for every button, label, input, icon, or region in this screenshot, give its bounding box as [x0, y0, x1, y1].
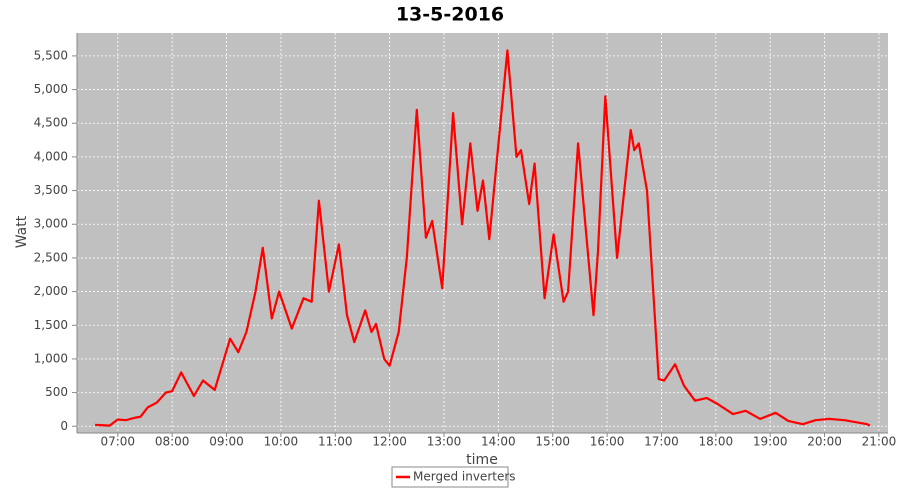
- legend-box: [391, 466, 509, 488]
- x-tick-label: 07:00: [100, 435, 135, 449]
- x-tick-label: 10:00: [264, 435, 299, 449]
- x-tick-label: 18:00: [699, 435, 734, 449]
- y-tick-label: 5,000: [34, 82, 68, 96]
- y-tick-label: 2,000: [34, 284, 68, 298]
- chart-title: 13-5-2016: [396, 4, 504, 26]
- y-tick-label: 1,000: [34, 351, 68, 365]
- x-tick-label: 19:00: [753, 435, 788, 449]
- x-tick-label: 21:00: [862, 435, 897, 449]
- y-tick-label: 3,500: [34, 183, 68, 197]
- x-tick-label: 14:00: [481, 435, 516, 449]
- x-tick-label: 11:00: [318, 435, 353, 449]
- y-tick-label: 0: [60, 419, 68, 433]
- data-line: [95, 49, 871, 427]
- x-tick-label: 12:00: [372, 435, 407, 449]
- y-tick-label: 1,500: [34, 318, 68, 332]
- legend-label: Merged inverters: [413, 470, 516, 484]
- plot-area: [77, 33, 888, 433]
- y-tick-label: 3,000: [34, 217, 68, 231]
- y-tick-label: 2,500: [34, 250, 68, 264]
- x-tick-label: 09:00: [209, 435, 244, 449]
- x-tick-label: 08:00: [155, 435, 190, 449]
- x-tick-label: 13:00: [427, 435, 462, 449]
- x-tick-label: 15:00: [535, 435, 570, 449]
- x-tick-label: 20:00: [807, 435, 842, 449]
- y-tick-label: 4,000: [34, 149, 68, 163]
- y-tick-label: 5,500: [34, 48, 68, 62]
- x-axis-title: time: [466, 452, 498, 468]
- y-axis-title: Watt: [14, 215, 30, 248]
- x-tick-label: 17:00: [644, 435, 679, 449]
- y-tick-label: 4,500: [34, 116, 68, 130]
- x-tick-label: 16:00: [590, 435, 625, 449]
- y-tick-label: 500: [45, 385, 68, 399]
